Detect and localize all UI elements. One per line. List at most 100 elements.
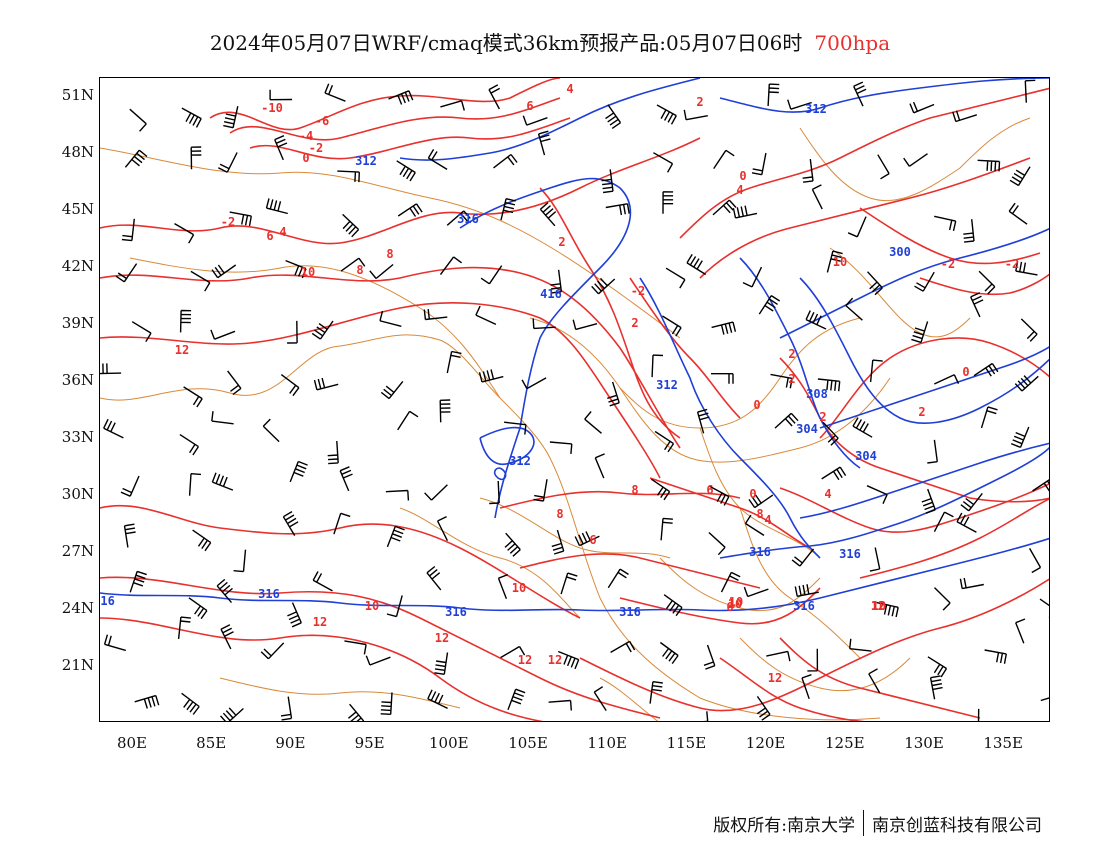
wind-barb [817,378,841,392]
wind-barb [446,350,462,374]
wind-barb [960,492,983,512]
wind-barb [794,584,819,597]
wind-barb [659,641,679,665]
geopotential-contour-label: 316 [258,587,280,601]
wind-barb [190,146,202,170]
wind-barb [396,160,416,182]
lat-tick-label: 24N [61,599,94,617]
wind-barb [807,648,819,672]
wind-barb [522,115,548,126]
lon-tick-label: 105E [508,734,548,752]
wind-barb [123,523,136,548]
geopotential-contour-label: 416 [540,287,562,301]
wind-barb [903,153,928,167]
wind-barb [475,305,497,326]
geopotential-contour-label: 316 [793,599,815,613]
wind-barb [756,696,771,721]
temperature-contour-label: 12 [768,671,782,685]
temperature-contour-label: 2 [918,405,925,419]
wind-barb [826,250,843,273]
wind-barb [211,264,237,279]
temperature-contour-label: 4 [566,82,573,96]
wind-barb [369,263,394,280]
wind-barb [574,531,600,547]
temperature-contour-label: -2 [221,215,235,229]
wind-barb [426,565,442,591]
wind-barb [956,512,977,533]
geopotential-contour-label: 316 [749,545,771,559]
wind-barb [708,531,726,556]
wind-barb [711,321,737,335]
temperature-contour-label: -4 [299,129,313,143]
wind-barb [280,374,300,397]
wind-barb [651,354,664,378]
wind-barb [1032,479,1049,492]
wind-barb [388,90,414,105]
wind-barb [337,170,360,183]
wind-barb [607,568,629,589]
lon-tick-label: 130E [904,734,944,752]
wind-barb [269,89,293,101]
wind-barb [500,198,516,221]
wind-barb [379,310,402,327]
wind-barb [774,412,799,429]
lat-tick-label: 30N [61,485,94,503]
wind-barb [121,218,135,242]
wind-barb [959,577,984,590]
wind-barb [703,711,709,721]
wind-barb [344,640,367,655]
temperature-contour-label: 0 [749,487,756,501]
temperature-contour-label: 12 [313,615,327,629]
wind-barb [877,154,890,180]
wind-barb [909,101,935,114]
wind-barb [181,107,202,128]
wind-barb [497,573,509,599]
wind-barb [662,315,682,337]
wind-barb [216,578,233,604]
lon-tick-label: 115E [666,734,707,752]
wind-barb [478,369,504,383]
wind-barb [748,494,774,509]
wind-barb [663,594,683,617]
lat-tick-label: 39N [61,314,94,332]
wind-barb [120,475,140,497]
wind-barb [963,219,975,243]
temperature-contour-label: 8 [386,247,393,261]
wind-barb [1028,548,1042,574]
wind-barb [934,587,951,611]
wind-barb [131,321,152,343]
temperature-contour-label: 6 [526,99,533,113]
company-name: 南京创蓝科技有限公司 [872,815,1042,836]
title-text: 2024年05月07日WRF/cmaq模式36km预报产品:05月07日06时 [209,31,803,55]
wind-barb [260,642,285,660]
wind-barb [665,267,686,289]
wind-barb [223,106,239,129]
wind-barb [521,377,547,390]
wind-barb [822,421,839,446]
wind-barb [211,411,234,425]
geopotential-contour-label: 316 [445,605,467,619]
wind-barb [649,681,663,704]
wind-barb [385,489,410,501]
wind-barb [869,359,883,383]
temperature-contour-label: 0 [739,169,746,183]
temperature-contour-label: 12 [548,653,562,667]
temperature-contour-label: 2 [788,372,795,386]
wind-barb [282,510,299,536]
lon-tick-label: 120E [745,734,786,752]
lon-tick-label: 80E [116,734,148,752]
wind-barb [287,602,302,628]
wind-barb [656,104,677,125]
wind-barb [380,692,393,715]
wind-barb [805,310,827,330]
wind-barb [1039,598,1049,618]
wind-barb [560,572,578,595]
wind-barb [591,277,616,295]
wind-barb [262,418,280,443]
wind-barb [220,624,234,650]
geopotential-contour-label: 316 [839,547,861,561]
temperature-contour-label: 10 [833,255,847,269]
wind-barb [720,571,741,593]
wind-barb [744,514,765,536]
